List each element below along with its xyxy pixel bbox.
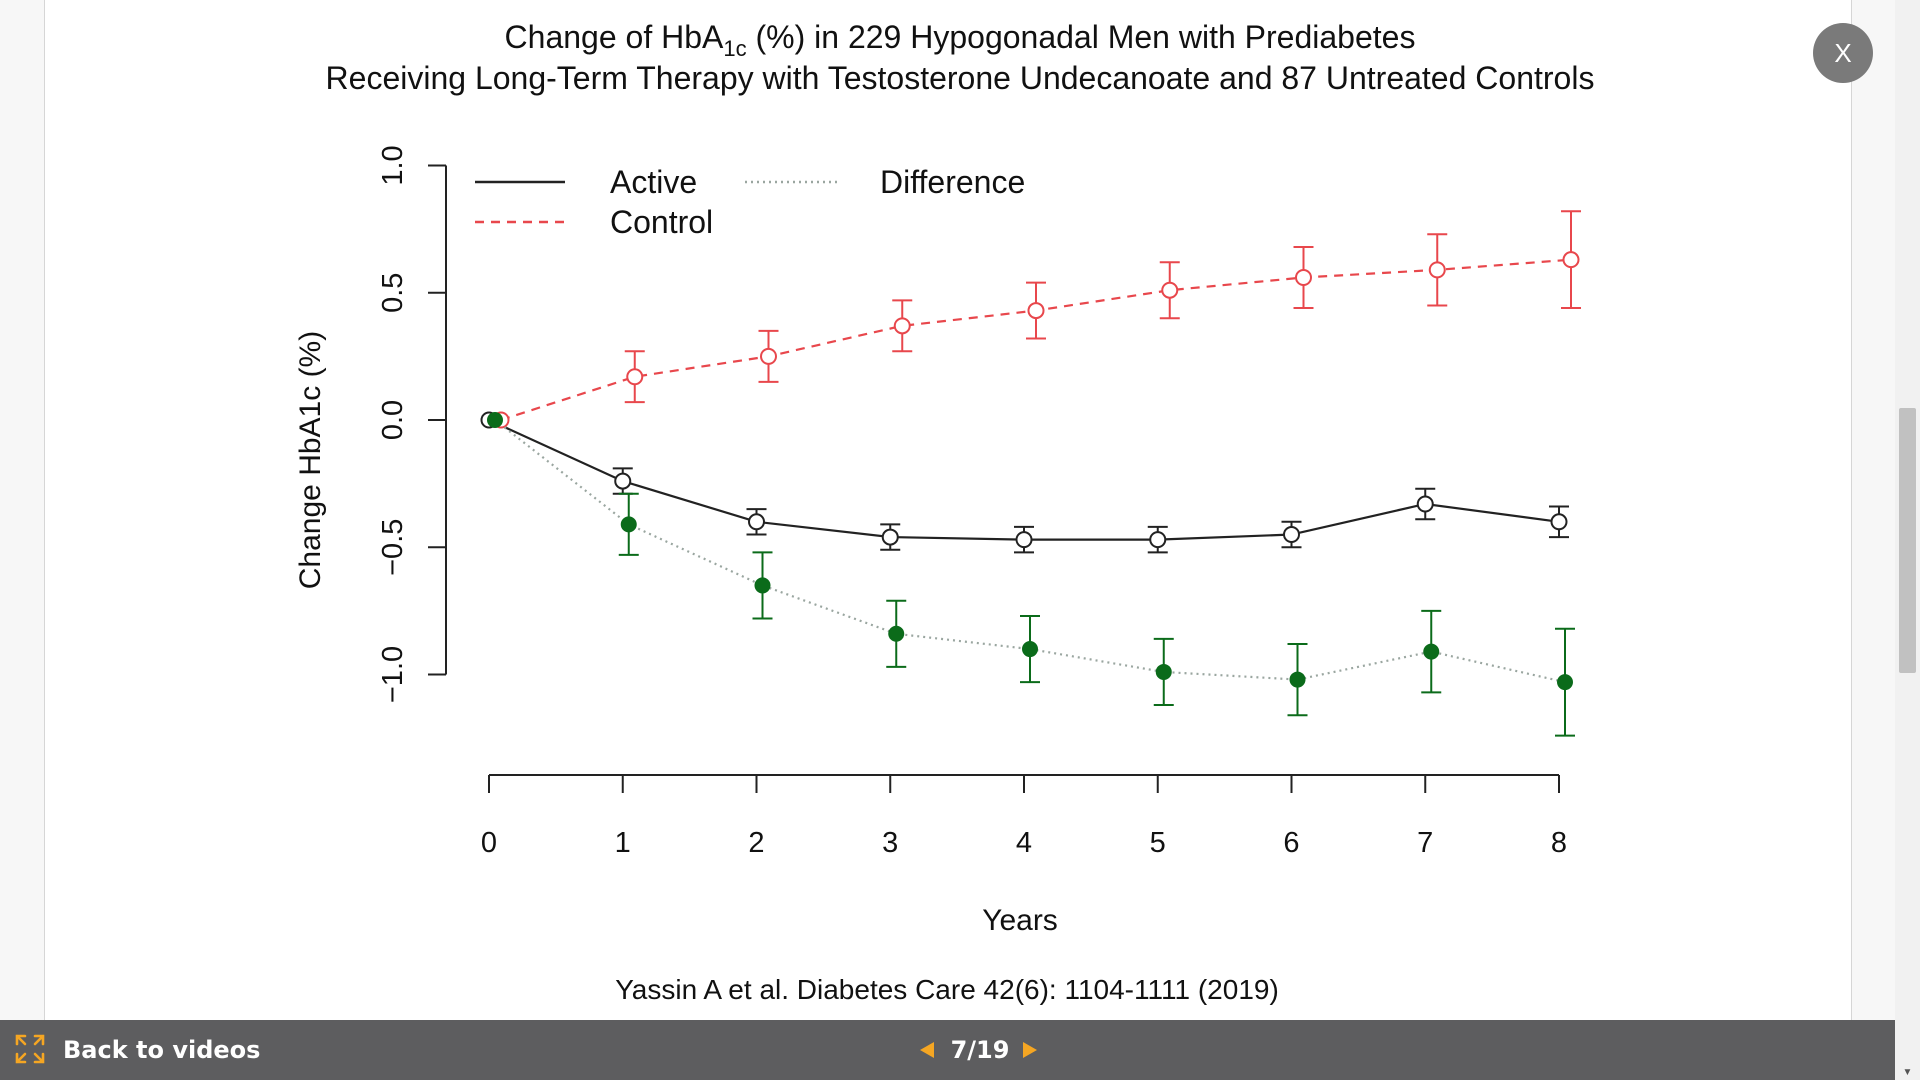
scrollbar-thumb[interactable] xyxy=(1899,408,1916,673)
legend-label-active: Active xyxy=(610,164,697,200)
scroll-down-icon[interactable]: ▼ xyxy=(1902,1067,1913,1078)
point-control xyxy=(1295,268,1312,286)
point-control xyxy=(893,317,911,335)
slide-frame xyxy=(44,0,1852,1020)
series-layer xyxy=(480,210,1581,737)
close-button[interactable]: X xyxy=(1813,23,1873,83)
next-slide-icon[interactable] xyxy=(1021,1040,1039,1060)
point-difference xyxy=(754,577,771,594)
point-difference xyxy=(1022,641,1038,658)
axes: −1.0 −0.5 0.0 0.5 1.0 0 1 2 3 4 5 6 7 8 xyxy=(377,145,1567,859)
series-line-active xyxy=(488,418,1560,541)
point-active xyxy=(748,513,765,531)
point-difference xyxy=(1155,663,1172,680)
page-background-left xyxy=(0,0,44,1020)
x-axis-label: Years xyxy=(982,904,1058,937)
series-line-difference xyxy=(494,419,1566,684)
point-difference xyxy=(888,625,905,642)
point-difference xyxy=(1557,674,1573,691)
point-difference xyxy=(1423,643,1440,660)
expand-icon[interactable] xyxy=(14,1033,46,1065)
bottom-toolbar xyxy=(0,1020,1895,1080)
point-control xyxy=(1161,281,1179,299)
point-difference xyxy=(1289,671,1306,688)
y-tick-label: −1.0 xyxy=(377,646,409,703)
previous-slide-icon[interactable] xyxy=(918,1040,936,1060)
point-control xyxy=(1428,261,1446,279)
x-tick-label: 2 xyxy=(748,827,764,859)
chart-title-line-2: Receiving Long-Term Therapy with Testost… xyxy=(326,60,1595,96)
y-tick-label: 0.5 xyxy=(377,273,409,313)
point-active xyxy=(1550,513,1568,531)
y-tick-label: 0.0 xyxy=(377,400,409,440)
point-control xyxy=(626,368,644,386)
scrollbar[interactable]: ▼ xyxy=(1895,0,1920,1080)
legend-label-control: Control xyxy=(610,204,713,240)
back-to-videos-link[interactable]: Back to videos xyxy=(63,1036,261,1064)
page-background-right xyxy=(1851,0,1895,1020)
legend: Active Control Difference xyxy=(475,164,1025,240)
x-tick-label: 7 xyxy=(1417,827,1433,859)
x-tick-label: 8 xyxy=(1551,827,1567,859)
point-control xyxy=(760,347,777,365)
y-tick-label: −0.5 xyxy=(377,519,409,576)
point-active xyxy=(881,528,899,546)
citation: Yassin A et al. Diabetes Care 42(6): 110… xyxy=(615,974,1279,1005)
chart: Change of HbA1c (%) in 229 Hypogonadal M… xyxy=(294,19,1595,1005)
point-control xyxy=(1027,302,1045,320)
x-tick-label: 0 xyxy=(481,827,497,859)
x-tick-label: 4 xyxy=(1016,827,1032,859)
point-active xyxy=(1015,531,1033,549)
y-tick-label: 1.0 xyxy=(377,145,409,185)
y-axis-label: Change HbA1c (%) xyxy=(294,331,327,589)
x-tick-label: 6 xyxy=(1283,827,1299,859)
point-control xyxy=(1562,251,1580,269)
slide-page-indicator: 7/19 xyxy=(950,1036,1010,1064)
chart-title-line-1: Change of HbA1c (%) in 229 Hypogonadal M… xyxy=(505,19,1416,61)
point-difference xyxy=(620,516,637,533)
point-difference xyxy=(487,412,503,428)
legend-label-difference: Difference xyxy=(880,164,1025,200)
x-tick-label: 1 xyxy=(615,827,631,859)
point-active xyxy=(1416,495,1434,513)
x-tick-label: 5 xyxy=(1150,827,1166,859)
point-active xyxy=(1283,526,1300,544)
x-tick-label: 3 xyxy=(882,827,898,859)
point-active xyxy=(1149,531,1167,549)
point-active xyxy=(614,472,632,490)
